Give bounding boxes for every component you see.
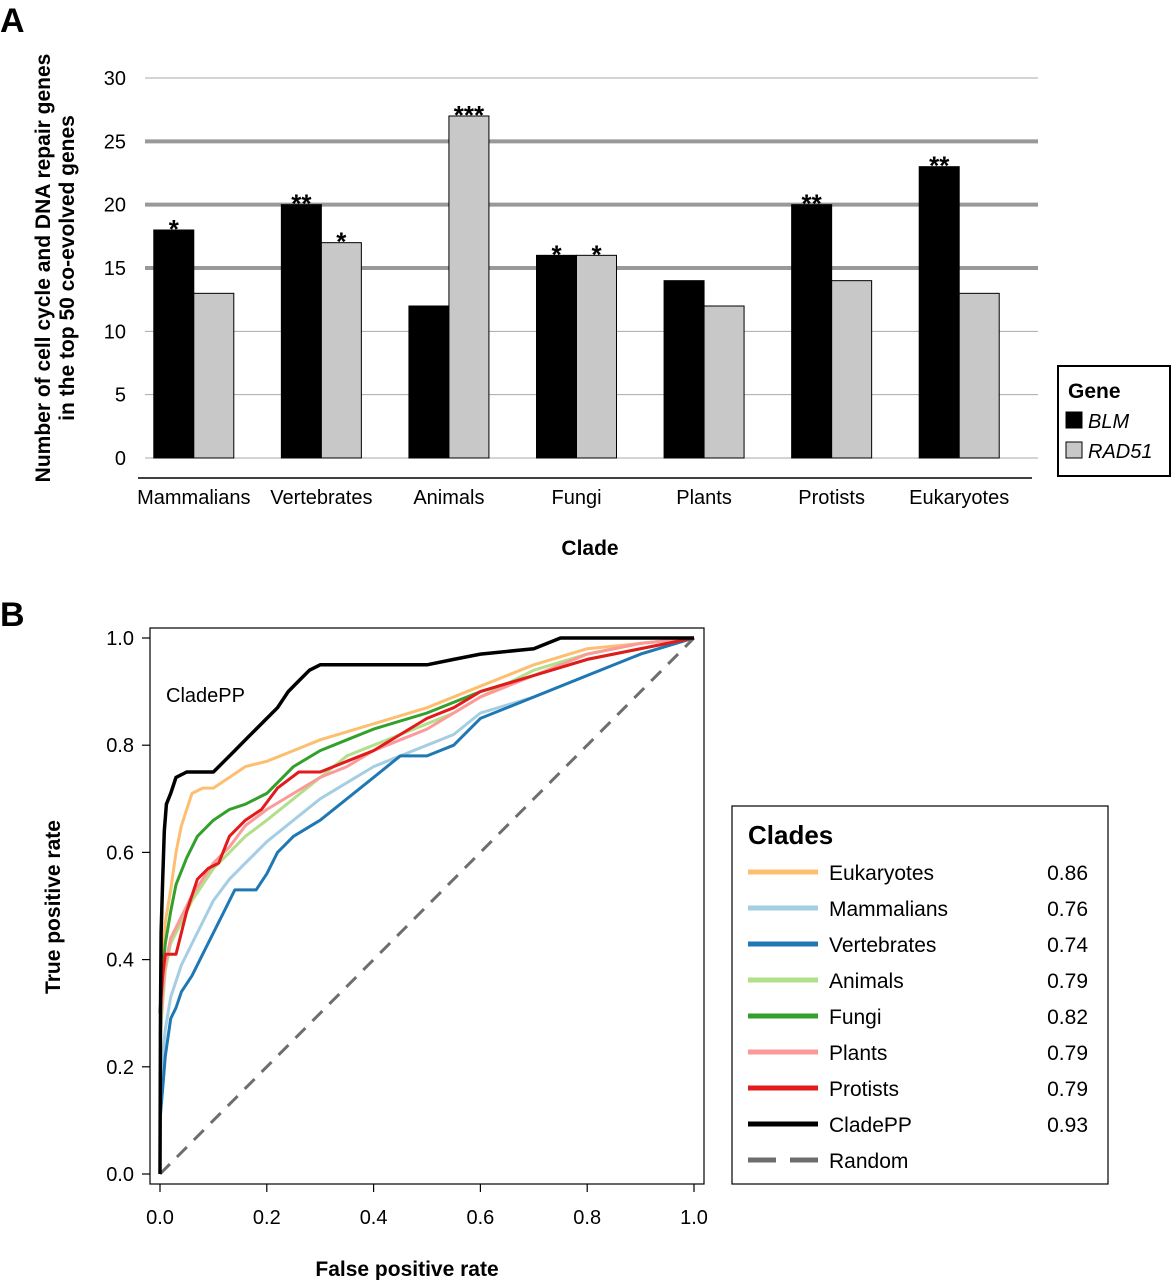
y-tick-label: 30 [104,68,126,90]
bar-rad51-vertebrates [320,242,362,459]
legend-auc-eukaryotes: 0.86 [1047,862,1088,885]
y-tick-label: 10 [104,321,126,343]
bar-rad51-protists [831,280,873,459]
bar-blm-mammalians [153,229,195,459]
significance-marker: * [169,214,180,244]
roc-y-tick-label: 0.8 [106,735,134,757]
roc-curve-cladepp [158,636,694,1175]
legend-swatch-blm [1065,411,1083,429]
roc-x-tick-label: 0.0 [146,1207,174,1229]
roc-x-tick-label: 0.6 [466,1207,494,1229]
x-tick-label: Protists [798,487,865,509]
bar-rad51-fungi [576,254,617,459]
x-tick-label: Plants [676,487,732,509]
legend-auc-animals: 0.79 [1047,970,1088,993]
significance-marker: ** [291,189,312,219]
roc-x-tick-label: 1.0 [680,1207,708,1229]
y-axis-title-line2: in the top 50 co-evolved genes [56,115,79,421]
legend-label-protists: Protists [829,1078,899,1101]
roc-y-tick-label: 1.0 [106,628,134,650]
legend-label-eukaryotes: Eukaryotes [829,862,934,885]
roc-plot-frame [149,627,705,1185]
panel-b-label: B [0,596,25,634]
legend-label-fungi: Fungi [829,1006,882,1029]
bar-blm-eukaryotes [918,166,960,459]
bar-blm-animals [408,305,450,459]
roc-curve-mammalians [158,636,695,1089]
roc-x-axis-title: False positive rate [315,1258,498,1280]
cladepp-annotation: CladePP [166,685,245,707]
y-tick-label: 20 [104,195,126,217]
significance-marker: ** [929,151,950,181]
roc-curve-animals [158,636,695,1041]
legend-label-cladepp: CladePP [829,1114,912,1137]
bar-blm-vertebrates [280,204,322,459]
roc-curve-protists [158,636,695,1014]
roc-y-axis-title: True positive rate [42,820,65,994]
legend-auc-protists: 0.79 [1047,1078,1088,1101]
legend-auc-mammalians: 0.76 [1047,898,1088,921]
roc-x-tick-label: 0.4 [360,1207,388,1229]
x-axis-title: Clade [561,537,618,560]
legend-auc-cladepp: 0.93 [1047,1114,1088,1137]
y-tick-label: 0 [115,448,126,470]
x-tick-label: Mammalians [137,487,250,509]
legend-label-animals: Animals [829,970,904,993]
roc-y-tick-label: 0.2 [106,1057,134,1079]
significance-marker: * [336,227,347,257]
legend-auc-vertebrates: 0.74 [1047,934,1088,957]
bar-blm-protists [791,204,833,459]
y-axis-title-line1: Number of cell cycle and DNA repair gene… [32,54,55,483]
panel-b-roc-chart: 0.0 0.2 0.4 0.6 0.8 1.0 0.0 0.2 0.4 0.6 0.8 1.0 Cl… [42,627,1109,1280]
panel-a-label: A [0,2,25,40]
bar-rad51-plants [703,305,745,459]
clades-legend: Clades Eukaryotes 0.86 Mammalians 0.76 Verte… [731,805,1109,1185]
x-tick-label: Eukaryotes [909,487,1009,509]
gene-legend-title: Gene [1068,380,1121,403]
legend-label-vertebrates: Vertebrates [829,934,936,957]
roc-x-tick-label: 0.8 [573,1207,601,1229]
bar-blm-plants [663,280,705,459]
roc-curve-random [158,636,696,1176]
roc-y-tick-label: 0.4 [106,950,134,972]
legend-auc-fungi: 0.82 [1047,1006,1088,1029]
roc-y-tick-label: 0.6 [106,842,134,864]
legend-label-random: Random [829,1150,908,1173]
significance-marker: * [551,239,562,269]
x-tick-label: Animals [413,487,484,509]
legend-swatch-rad51 [1065,441,1083,459]
legend-label-blm: BLM [1088,411,1129,433]
roc-curve-vertebrates [158,636,695,1121]
roc-y-tick-label: 0.0 [106,1164,134,1186]
bar-rad51-mammalians [193,292,235,459]
bar-rad51-eukaryotes [958,292,1000,459]
significance-marker: * [591,239,602,269]
significance-marker: ** [802,189,823,219]
y-tick-label: 15 [104,258,126,280]
roc-curve-eukaryotes [158,636,695,1014]
clades-legend-title: Clades [748,820,833,850]
legend-auc-plants: 0.79 [1047,1042,1088,1065]
clades-legend-box [731,805,1109,1185]
roc-x-tick-label: 0.2 [253,1207,281,1229]
x-tick-label: Vertebrates [270,487,372,509]
roc-curve-plants [158,636,695,1035]
legend-label-rad51: RAD51 [1088,441,1152,463]
bar-rad51-animals [448,115,490,459]
y-tick-label: 5 [115,385,126,407]
bar-blm-fungi [536,254,577,459]
legend-label-mammalians: Mammalians [829,898,948,921]
x-tick-label: Fungi [551,487,601,509]
gene-legend: Gene BLM RAD51 [1057,365,1171,477]
y-tick-label: 25 [104,131,126,153]
significance-marker: *** [454,100,485,130]
legend-label-plants: Plants [829,1042,887,1065]
